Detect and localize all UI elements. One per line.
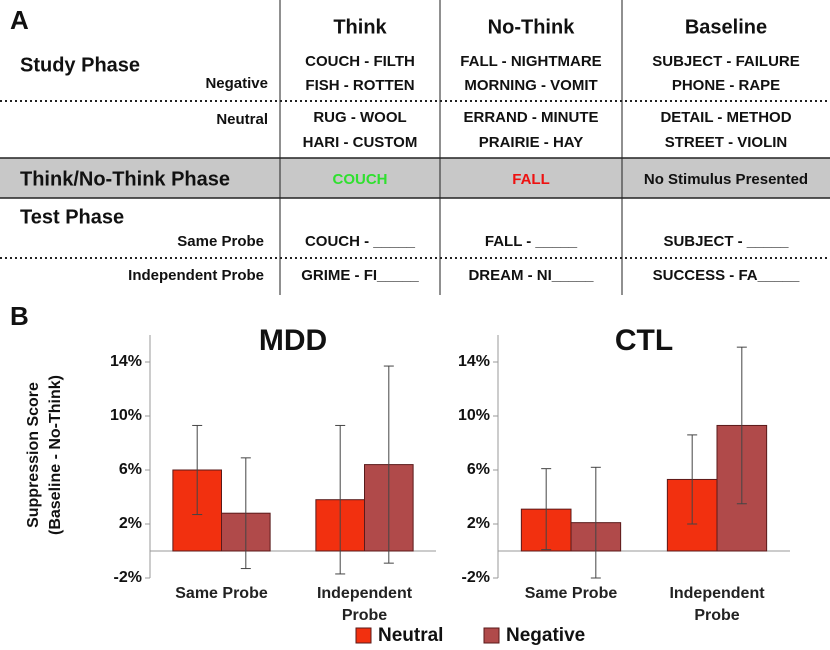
y-tick-label: 10% xyxy=(458,407,490,424)
chart-title: CTL xyxy=(615,324,673,357)
y-tick-label: 10% xyxy=(110,407,142,424)
legend-label: Negative xyxy=(506,625,585,646)
cell: ERRAND - MINUTE xyxy=(464,109,599,126)
cell: PHONE - RAPE xyxy=(672,77,780,94)
phase-title: Think/No-Think Phase xyxy=(20,168,230,190)
cell: COUCH xyxy=(333,171,388,188)
cell: COUCH - _____ xyxy=(305,233,416,250)
cell: STREET - VIOLIN xyxy=(665,134,788,151)
column-header: Baseline xyxy=(685,16,767,38)
cell: SUBJECT - FAILURE xyxy=(652,53,800,70)
y-tick-label: 6% xyxy=(119,461,142,478)
cell: SUBJECT - _____ xyxy=(663,233,789,250)
row-label: Negative xyxy=(205,75,268,92)
x-tick-label: Independent Probe xyxy=(669,585,765,624)
row-label: Neutral xyxy=(216,111,268,128)
y-tick-label: 2% xyxy=(467,515,490,532)
column-header: No-Think xyxy=(488,16,576,38)
y-axis-label: (Baseline - No-Think) xyxy=(47,375,64,535)
row-label: Independent Probe xyxy=(128,267,264,284)
y-tick-label: 14% xyxy=(458,353,490,370)
column-header: Think xyxy=(333,16,387,38)
cell: FALL xyxy=(512,171,550,188)
x-tick-label: Independent Probe xyxy=(316,585,413,624)
panel-label: A xyxy=(10,5,29,35)
cell: RUG - WOOL xyxy=(313,109,406,126)
cell: SUCCESS - FA_____ xyxy=(653,267,800,284)
cell: DREAM - NI_____ xyxy=(468,267,594,284)
y-tick-label: 6% xyxy=(467,461,490,478)
x-tick-label: Same Probe xyxy=(524,585,618,602)
row-label: Same Probe xyxy=(177,233,264,250)
chart-title: MDD xyxy=(259,324,327,357)
legend-swatch xyxy=(483,627,500,644)
cell: HARI - CUSTOM xyxy=(303,134,418,151)
cell: FALL - NIGHTMARE xyxy=(460,53,601,70)
tnt-band xyxy=(0,158,830,198)
cell: FALL - _____ xyxy=(485,233,578,250)
cell: PRAIRIE - HAY xyxy=(479,134,583,151)
y-tick-label: -2% xyxy=(114,569,142,586)
x-tick-label: Same Probe xyxy=(175,585,268,602)
cell: No Stimulus Presented xyxy=(644,171,808,188)
cell: COUCH - FILTH xyxy=(305,53,415,70)
panel-label: B xyxy=(10,301,29,331)
y-tick-label: -2% xyxy=(462,569,490,586)
legend-swatch xyxy=(355,627,372,644)
cell: DETAIL - METHOD xyxy=(660,109,791,126)
cell: MORNING - VOMIT xyxy=(464,77,597,94)
y-tick-label: 14% xyxy=(110,353,142,370)
legend-label: Neutral xyxy=(378,625,443,646)
cell: GRIME - FI_____ xyxy=(301,267,419,284)
phase-title: Test Phase xyxy=(20,206,124,228)
phase-title: Study Phase xyxy=(20,54,140,76)
cell: FISH - ROTTEN xyxy=(305,77,414,94)
y-axis-label: Suppression Score xyxy=(25,382,42,528)
y-tick-label: 2% xyxy=(119,515,142,532)
